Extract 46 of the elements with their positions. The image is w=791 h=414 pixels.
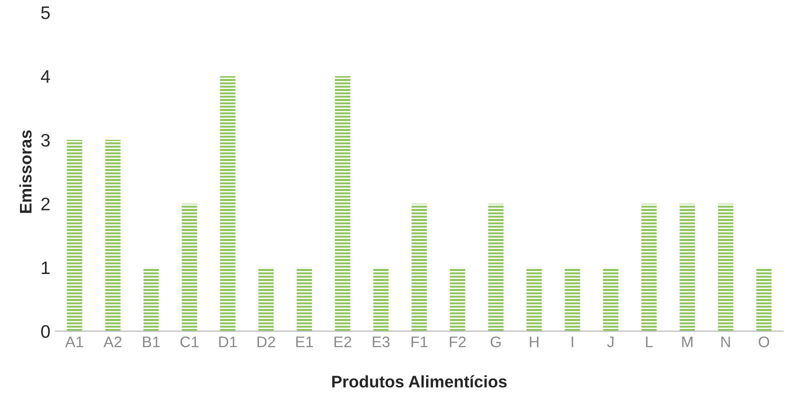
x-tick-label: A1 [65, 336, 84, 348]
x-tick-label: H [530, 336, 538, 348]
bar [564, 267, 580, 332]
x-tick-label: G [490, 336, 501, 348]
x-axis-title: Produtos Alimentícios [332, 375, 507, 388]
x-tick-label: D2 [258, 336, 276, 348]
bar [412, 204, 427, 332]
bar [641, 204, 657, 332]
x-tick-label: B1 [143, 336, 160, 348]
y-tick-label: 4 [40, 70, 50, 83]
bar [450, 267, 466, 332]
bar [258, 267, 274, 332]
x-tick-label: D1 [219, 336, 237, 348]
bar [488, 204, 504, 332]
x-tick-label: M [682, 336, 692, 348]
y-tick-label: 0 [41, 325, 50, 338]
x-tick-label: J [607, 336, 614, 348]
y-tick-label: 5 [41, 6, 50, 20]
bar [105, 140, 120, 332]
x-tick-label: E2 [334, 336, 352, 348]
bar [66, 140, 82, 332]
bar [296, 267, 312, 332]
y-tick-label: 2 [41, 198, 50, 210]
y-tick-label: 1 [42, 262, 50, 274]
bar [680, 204, 695, 332]
x-tick-label: N [721, 336, 730, 348]
x-tick-label: F1 [412, 336, 428, 348]
x-tick-label: I [572, 336, 574, 348]
bar [756, 267, 772, 332]
x-tick-label: F2 [450, 336, 466, 348]
y-axis-title: Emissoras [19, 130, 32, 213]
x-tick-label: A2 [104, 336, 122, 348]
bar [603, 267, 618, 332]
x-tick-label: C1 [180, 336, 198, 348]
x-tick-label: O [758, 336, 770, 348]
bar [220, 76, 236, 332]
x-tick-label: E1 [296, 336, 313, 348]
y-tick-label: 3 [41, 134, 50, 147]
bar [718, 204, 734, 332]
bar [334, 76, 350, 332]
bar [526, 267, 542, 332]
x-tick-label: E3 [372, 336, 390, 348]
bar [143, 267, 159, 332]
bar [182, 204, 198, 332]
bar [373, 267, 389, 332]
x-tick-label: L [646, 336, 653, 348]
